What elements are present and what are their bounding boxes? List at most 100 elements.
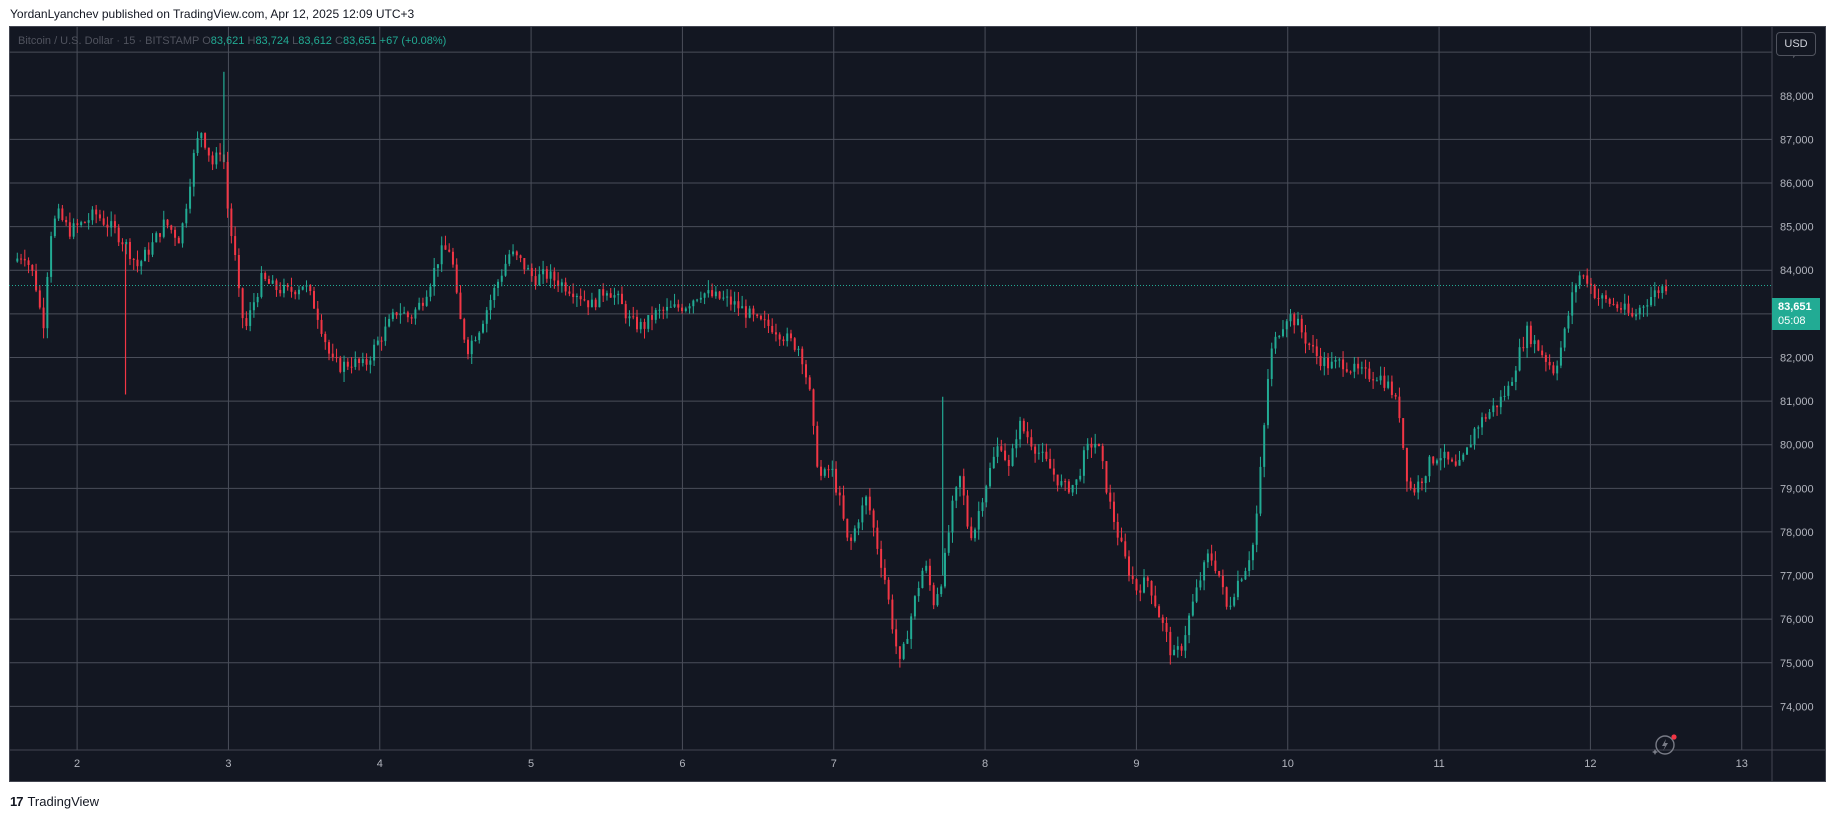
candle-body — [83, 222, 86, 224]
candle-body — [789, 333, 792, 339]
candle-body — [1323, 357, 1326, 367]
candle-body — [1387, 381, 1390, 388]
candle-body — [1450, 459, 1453, 462]
candle-body — [1375, 380, 1378, 382]
candle-body — [876, 527, 879, 549]
candle-body — [237, 254, 240, 289]
candle-body — [1484, 417, 1487, 419]
candle-body — [162, 219, 165, 237]
sparkle-lightning-icon[interactable] — [1650, 732, 1680, 756]
candle-body — [1188, 615, 1191, 636]
candle-body — [1176, 646, 1179, 650]
candle-body — [1075, 479, 1078, 485]
candle-body — [1462, 454, 1465, 460]
candle-body — [1297, 318, 1300, 326]
candle-body — [1191, 601, 1194, 616]
candle-body — [328, 342, 331, 354]
x-tick-label: 2 — [74, 758, 80, 770]
candle-body — [38, 290, 41, 308]
candle-body — [384, 326, 387, 342]
candle-body — [309, 285, 312, 292]
candle-body — [373, 344, 376, 361]
candle-body — [290, 287, 293, 292]
price-chart[interactable]: 74,000 75,000 76,000 77,000 78,000 79,000 80,0… — [9, 26, 1826, 782]
candle-body — [1619, 308, 1622, 310]
candle-body — [1526, 325, 1529, 349]
candle-body — [418, 302, 421, 310]
candle-body — [1112, 501, 1115, 522]
candle-body — [1206, 553, 1209, 563]
candle-body — [744, 306, 747, 318]
candle-body — [827, 469, 830, 471]
candle-body — [756, 314, 759, 316]
candle-body — [662, 309, 665, 311]
candle-body — [1586, 275, 1589, 284]
candle-body — [868, 496, 871, 511]
candle-body — [95, 209, 98, 215]
candle-body — [1593, 285, 1596, 299]
candle-body — [943, 552, 946, 587]
candle-body — [1041, 451, 1044, 453]
candle-body — [1514, 370, 1517, 382]
tv-logo-icon: 17 — [10, 794, 24, 809]
candle-body — [470, 340, 473, 355]
candle-body — [1398, 396, 1401, 419]
candle-body — [143, 249, 146, 262]
candle-body — [361, 359, 364, 363]
candle-body — [1094, 443, 1097, 448]
candle-body — [211, 155, 214, 165]
candle-body — [1601, 295, 1604, 299]
candle-body — [436, 264, 439, 269]
candle-body — [1248, 560, 1251, 571]
candle-body — [1161, 617, 1164, 623]
grid-lines — [9, 26, 1772, 750]
candle-body — [805, 364, 808, 378]
candle-body — [1308, 343, 1311, 346]
x-tick-label: 11 — [1433, 758, 1444, 770]
candle-body — [857, 522, 860, 529]
candle-body — [376, 340, 379, 345]
candle-body — [786, 333, 789, 342]
candle-body — [955, 487, 958, 501]
currency-button[interactable]: USD — [1776, 32, 1816, 56]
candle-body — [1447, 451, 1450, 460]
y-tick-label: 77,000 — [1780, 571, 1814, 583]
candle-body — [1661, 286, 1664, 293]
chart-pane[interactable] — [9, 26, 1826, 782]
candle-body — [808, 377, 811, 390]
candle-body — [853, 528, 856, 541]
candle-body — [1413, 488, 1416, 493]
candle-body — [542, 269, 545, 275]
candle-body — [147, 249, 150, 255]
candle-body — [801, 348, 804, 365]
y-tick-label: 84,000 — [1780, 265, 1814, 277]
candle-body — [1642, 306, 1645, 308]
x-tick-label: 5 — [528, 758, 534, 770]
candle-body — [50, 236, 53, 277]
tradingview-logo[interactable]: 17 TradingView — [10, 794, 99, 809]
candle-body — [1518, 347, 1521, 371]
candle-body — [279, 289, 282, 294]
candle-body — [1409, 481, 1412, 489]
candle-body — [403, 312, 406, 314]
candle-body — [985, 486, 988, 503]
candle-body — [989, 468, 992, 487]
candle-body — [632, 316, 635, 318]
candle-body — [1496, 405, 1499, 408]
candle-body — [388, 318, 391, 327]
candle-body — [609, 293, 612, 298]
candle-body — [587, 300, 590, 308]
candle-body — [155, 233, 158, 243]
candle-body — [793, 338, 796, 350]
symbol-name[interactable]: Bitcoin / U.S. Dollar · 15 · BITSTAMP — [18, 35, 200, 47]
candle-body — [928, 565, 931, 586]
candle-body — [1210, 553, 1213, 561]
candle-body — [1165, 622, 1168, 632]
candle-body — [1259, 466, 1262, 514]
candle-body — [1552, 365, 1555, 374]
candle-body — [335, 357, 338, 359]
candle-body — [1473, 428, 1476, 445]
candle-body — [504, 263, 507, 276]
candle-body — [1623, 303, 1626, 310]
candle-body — [1338, 359, 1341, 361]
